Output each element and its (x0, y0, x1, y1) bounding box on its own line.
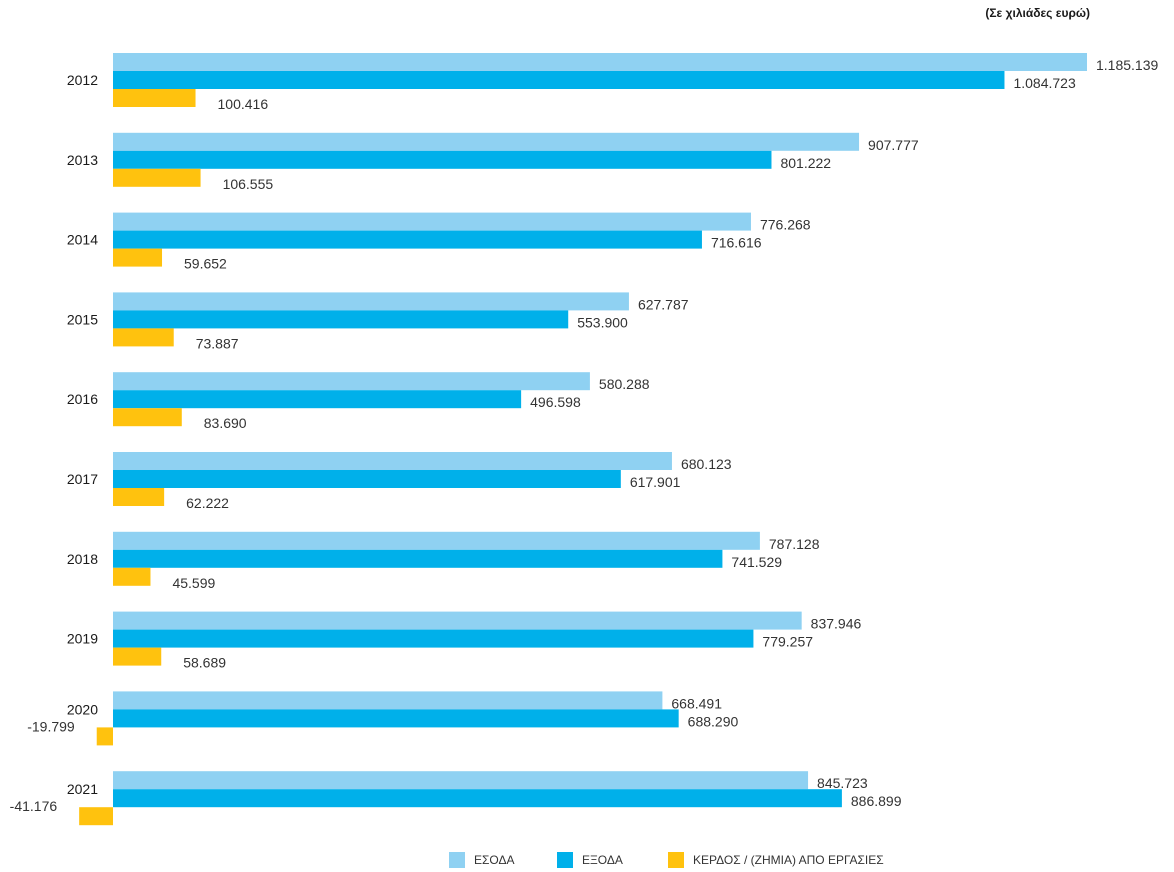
category-label-2016: 2016 (67, 391, 98, 407)
data-label-profit-loss-2012: 100.416 (218, 96, 269, 112)
data-label-expenses-2013: 801.222 (780, 155, 831, 171)
bar-profit-loss-2019 (113, 647, 162, 666)
data-label-expenses-2019: 779.257 (762, 634, 813, 650)
data-label-profit-loss-2016: 83.690 (204, 415, 247, 431)
legend-swatch-income (449, 852, 465, 868)
bar-expenses-2020 (113, 709, 679, 728)
bar-income-2012 (113, 53, 1087, 71)
legend-item-income: ΕΣΟΔΑ (449, 852, 515, 868)
bar-expenses-2017 (113, 470, 621, 488)
data-label-income-2016: 580.288 (599, 376, 650, 392)
bar-expenses-2021 (113, 789, 842, 808)
bar-profit-loss-2018 (113, 567, 151, 586)
category-label-2021: 2021 (67, 781, 98, 797)
data-label-profit-loss-2018: 45.599 (172, 575, 215, 591)
data-label-expenses-2017: 617.901 (630, 474, 681, 490)
category-label-2014: 2014 (67, 232, 98, 248)
bar-income-2014 (113, 212, 751, 231)
bar-income-2020 (113, 691, 663, 710)
legend-label-expenses: ΕΞΟΔΑ (582, 853, 623, 867)
category-label-2017: 2017 (67, 471, 98, 487)
legend-label-profit-loss: ΚΕΡΔΟΣ / (ΖΗΜΙΑ) ΑΠΟ ΕΡΓΑΣΙΕΣ (693, 853, 884, 867)
category-label-2018: 2018 (67, 551, 98, 567)
category-label-2012: 2012 (67, 72, 98, 88)
data-label-income-2013: 907.777 (868, 137, 919, 153)
category-label-2019: 2019 (67, 631, 98, 647)
bar-expenses-2012 (113, 71, 1005, 89)
bar-profit-loss-2015 (113, 328, 174, 347)
bar-profit-loss-2016 (113, 408, 182, 427)
bar-chart: 2012 1.185.139 1.084.723 100.416 2013 907.777… (10, 53, 1158, 826)
data-label-profit-loss-2021: -41.176 (10, 798, 58, 814)
legend-item-expenses: ΕΞΟΔΑ (557, 852, 623, 868)
data-label-income-2015: 627.787 (638, 296, 689, 312)
legend-label-income: ΕΣΟΔΑ (474, 853, 515, 867)
bar-income-2021 (113, 771, 809, 790)
data-label-expenses-2018: 741.529 (731, 554, 782, 570)
bar-profit-loss-2020 (96, 727, 113, 746)
category-label-2020: 2020 (67, 701, 98, 717)
bar-profit-loss-2021 (79, 807, 113, 826)
data-label-income-2019: 837.946 (811, 616, 862, 632)
bar-profit-loss-2014 (113, 248, 163, 267)
data-label-expenses-2015: 553.900 (577, 314, 628, 330)
data-label-expenses-2020: 688.290 (688, 713, 739, 729)
data-label-profit-loss-2019: 58.689 (183, 655, 226, 671)
data-label-expenses-2014: 716.616 (711, 235, 762, 251)
bar-profit-loss-2012 (113, 89, 196, 107)
data-label-income-2012: 1.185.139 (1096, 57, 1158, 73)
bar-profit-loss-2013 (113, 168, 201, 187)
unit-note: (Σε χιλιάδες ευρώ) (985, 6, 1090, 20)
category-label-2015: 2015 (67, 311, 98, 327)
data-label-expenses-2016: 496.598 (530, 394, 581, 410)
data-label-expenses-2021: 886.899 (851, 793, 902, 809)
legend-swatch-profit-loss (668, 852, 684, 868)
bar-expenses-2016 (113, 390, 522, 409)
legend: ΕΣΟΔΑ ΕΞΟΔΑ ΚΕΡΔΟΣ / (ΖΗΜΙΑ) ΑΠΟ ΕΡΓΑΣΙΕ… (0, 852, 1174, 872)
data-label-income-2018: 787.128 (769, 536, 820, 552)
data-label-profit-loss-2017: 62.222 (186, 495, 229, 511)
data-label-income-2021: 845.723 (817, 775, 868, 791)
bar-expenses-2014 (113, 230, 702, 249)
bar-income-2013 (113, 132, 860, 151)
bar-income-2016 (113, 372, 590, 391)
bar-income-2018 (113, 531, 760, 550)
bar-expenses-2015 (113, 310, 569, 329)
data-label-profit-loss-2015: 73.887 (196, 335, 239, 351)
bar-income-2017 (113, 452, 672, 470)
category-label-2013: 2013 (67, 152, 98, 168)
bar-income-2015 (113, 292, 629, 311)
bar-income-2019 (113, 611, 802, 630)
legend-item-profit-loss: ΚΕΡΔΟΣ / (ΖΗΜΙΑ) ΑΠΟ ΕΡΓΑΣΙΕΣ (668, 852, 884, 868)
bar-profit-loss-2017 (113, 488, 165, 506)
bar-expenses-2013 (113, 150, 772, 169)
data-label-profit-loss-2014: 59.652 (184, 256, 227, 272)
data-label-income-2020: 668.491 (671, 695, 722, 711)
data-label-income-2014: 776.268 (760, 217, 811, 233)
data-label-profit-loss-2013: 106.555 (223, 176, 274, 192)
data-label-income-2017: 680.123 (681, 456, 732, 472)
data-label-profit-loss-2020: -19.799 (27, 718, 75, 734)
bar-expenses-2019 (113, 629, 754, 648)
legend-swatch-expenses (557, 852, 573, 868)
bar-expenses-2018 (113, 549, 723, 568)
data-label-expenses-2012: 1.084.723 (1013, 75, 1075, 91)
